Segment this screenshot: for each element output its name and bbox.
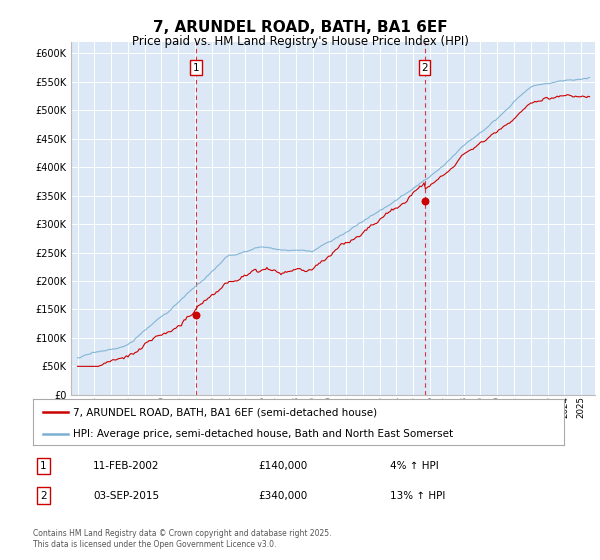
Point: [420, 197, 430, 206]
Text: 2: 2: [421, 63, 428, 73]
Text: 4% ↑ HPI: 4% ↑ HPI: [390, 461, 439, 471]
Text: £140,000: £140,000: [258, 461, 307, 471]
Text: 7, ARUNDEL ROAD, BATH, BA1 6EF: 7, ARUNDEL ROAD, BATH, BA1 6EF: [152, 20, 448, 35]
Text: 03-SEP-2015: 03-SEP-2015: [93, 491, 159, 501]
Point: [191, 311, 201, 320]
Text: 11-FEB-2002: 11-FEB-2002: [93, 461, 160, 471]
Text: £340,000: £340,000: [258, 491, 307, 501]
Text: HPI: Average price, semi-detached house, Bath and North East Somerset: HPI: Average price, semi-detached house,…: [73, 429, 453, 438]
Text: 1: 1: [40, 461, 47, 471]
Text: Price paid vs. HM Land Registry's House Price Index (HPI): Price paid vs. HM Land Registry's House …: [131, 35, 469, 48]
Text: Contains HM Land Registry data © Crown copyright and database right 2025.
This d: Contains HM Land Registry data © Crown c…: [33, 529, 331, 549]
Text: 7, ARUNDEL ROAD, BATH, BA1 6EF (semi-detached house): 7, ARUNDEL ROAD, BATH, BA1 6EF (semi-det…: [73, 407, 377, 417]
Text: 13% ↑ HPI: 13% ↑ HPI: [390, 491, 445, 501]
Text: 1: 1: [193, 63, 200, 73]
Text: 2: 2: [40, 491, 47, 501]
